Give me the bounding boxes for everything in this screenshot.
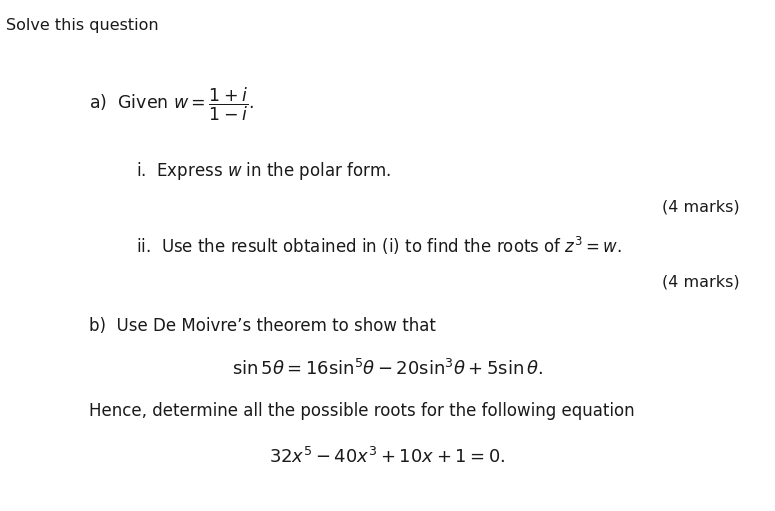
- Text: (4 marks): (4 marks): [663, 274, 740, 290]
- Text: (4 marks): (4 marks): [663, 199, 740, 215]
- Text: Hence, determine all the possible roots for the following equation: Hence, determine all the possible roots …: [89, 402, 635, 421]
- Text: $\sin 5\theta = 16\sin^5\!\theta - 20\sin^3\!\theta + 5\sin\theta.$: $\sin 5\theta = 16\sin^5\!\theta - 20\si…: [232, 359, 543, 379]
- Text: b)  Use De Moivre’s theorem to show that: b) Use De Moivre’s theorem to show that: [89, 317, 436, 335]
- Text: a)  Given $w = \dfrac{1+i}{1-i}.$: a) Given $w = \dfrac{1+i}{1-i}.$: [89, 86, 254, 124]
- Text: i.  Express $w$ in the polar form.: i. Express $w$ in the polar form.: [136, 160, 391, 182]
- Text: ii.  Use the result obtained in (i) to find the roots of $z^3 = w$.: ii. Use the result obtained in (i) to fi…: [136, 235, 622, 258]
- Text: $32x^5 - 40x^3 + 10x + 1 = 0.$: $32x^5 - 40x^3 + 10x + 1 = 0.$: [270, 447, 505, 468]
- Text: Solve this question: Solve this question: [6, 18, 159, 33]
